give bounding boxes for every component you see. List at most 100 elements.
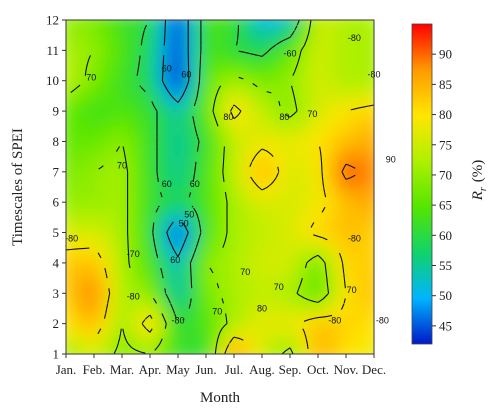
heat-cell	[346, 103, 354, 112]
heat-cell	[248, 293, 256, 302]
heat-cell	[192, 187, 200, 196]
heat-cell	[157, 331, 165, 340]
heat-cell	[227, 20, 235, 29]
heat-cell	[276, 149, 284, 158]
heat-cell	[143, 255, 151, 264]
heat-cell	[297, 270, 305, 279]
contour-label: -60	[283, 48, 296, 58]
heat-cell	[220, 133, 228, 143]
y-tick-label: 10	[46, 73, 59, 88]
heat-cell	[150, 149, 158, 158]
heat-cell	[136, 308, 144, 317]
heat-cell	[157, 57, 165, 67]
heat-cell	[101, 270, 109, 279]
heat-cell	[129, 262, 137, 272]
heat-cell	[80, 20, 88, 29]
contour-line-70	[70, 20, 330, 354]
heat-cell	[367, 194, 374, 203]
heat-cell	[220, 270, 228, 279]
heat-cell	[101, 95, 109, 105]
contour-label: 70	[212, 307, 222, 317]
heat-cell	[192, 346, 200, 354]
y-tick-label: 11	[46, 43, 59, 58]
heat-cell	[122, 149, 130, 158]
heat-cell	[178, 88, 186, 97]
heat-cell	[108, 149, 116, 158]
heat-cell	[332, 20, 340, 21]
heat-cell	[367, 179, 374, 188]
heat-cell	[374, 28, 382, 36]
heat-cell	[339, 202, 347, 211]
heat-cell	[192, 338, 200, 348]
heat-cell	[164, 285, 172, 294]
heat-cell	[318, 80, 326, 89]
heat-cell	[269, 308, 277, 317]
heat-cell	[353, 80, 361, 89]
heat-cell	[325, 278, 333, 287]
heat-cell	[248, 232, 256, 241]
heat-cell	[157, 133, 165, 143]
heat-cell	[318, 141, 326, 150]
heat-cell	[220, 27, 228, 36]
heat-cell	[234, 209, 242, 218]
heat-cell	[66, 194, 74, 203]
heat-cell	[276, 141, 284, 150]
heat-cell	[178, 293, 186, 302]
heat-cell	[269, 179, 277, 188]
heat-cell	[80, 156, 88, 165]
heat-cell	[129, 118, 137, 127]
heat-cell	[297, 194, 305, 203]
heat-cell	[66, 103, 74, 112]
heat-cell	[150, 354, 158, 362]
heat-cell	[234, 95, 242, 105]
heat-cell	[129, 103, 137, 112]
heat-cell	[185, 209, 193, 218]
heat-cell	[206, 255, 214, 264]
heat-cell	[241, 20, 249, 21]
heat-cell	[80, 194, 88, 203]
heat-cell	[66, 95, 74, 105]
heat-cell	[346, 20, 354, 29]
heat-cell	[269, 240, 277, 249]
heat-cell	[241, 202, 249, 211]
heat-cell	[297, 88, 305, 97]
heat-cell	[241, 308, 249, 317]
heat-cell	[66, 323, 74, 332]
heat-cell	[283, 27, 291, 36]
heat-cell	[325, 255, 333, 264]
heat-cell	[262, 194, 270, 203]
heat-cell	[374, 172, 382, 180]
heat-cell	[171, 133, 179, 143]
heat-cell	[374, 286, 382, 294]
heat-cell	[101, 187, 109, 196]
heat-cell	[87, 133, 95, 143]
heat-cell	[360, 323, 368, 332]
heat-cell	[178, 300, 186, 310]
heat-cell	[262, 217, 270, 226]
heat-cell	[255, 156, 263, 165]
heat-cell	[199, 300, 207, 310]
heat-cell	[304, 126, 312, 135]
contour-label: 70	[347, 285, 357, 295]
heat-cell	[269, 217, 277, 226]
heat-cell	[94, 308, 102, 317]
heat-cell	[171, 73, 179, 82]
heat-cell	[185, 88, 193, 97]
heat-cell	[157, 88, 165, 97]
heat-cell	[346, 20, 354, 21]
heat-cell	[164, 338, 172, 348]
heat-cell	[87, 73, 95, 82]
heat-cell	[339, 240, 347, 249]
heat-cell	[73, 308, 81, 317]
heat-cell	[367, 300, 374, 310]
heat-cell	[311, 149, 319, 158]
heat-cell	[143, 111, 151, 120]
heat-cell	[290, 323, 298, 332]
heat-cell	[150, 141, 158, 150]
heat-cell	[325, 240, 333, 249]
heat-cell	[157, 323, 165, 332]
heat-cell	[332, 103, 340, 112]
heat-cell	[220, 95, 228, 105]
heat-cell	[360, 57, 368, 67]
heat-cell	[304, 27, 312, 36]
